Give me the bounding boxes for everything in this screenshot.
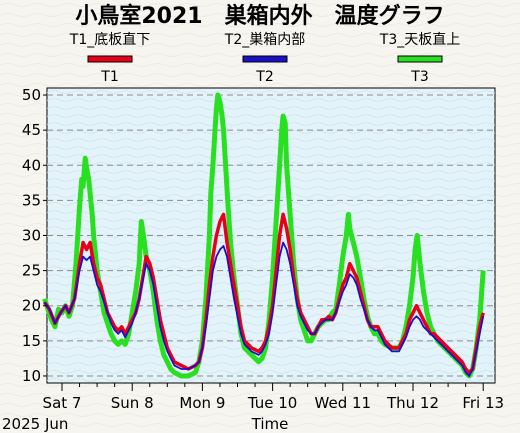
x-axis-title: Time <box>251 415 289 433</box>
y-tick-label: 40 <box>22 156 41 174</box>
y-tick-label: 20 <box>22 297 41 315</box>
legend-series-name: T2_巣箱内部 <box>224 32 305 48</box>
legend-swatch <box>242 55 288 63</box>
axes: 10 15 20 25 30 35 40 45 50 Sat 7 Sun 8 Mon 9 Tue 10 W… <box>22 86 504 412</box>
y-tick-label: 10 <box>22 367 41 385</box>
x-tick-label: Mon 9 <box>179 394 225 412</box>
x-tick-label: Tue 10 <box>247 394 297 412</box>
chart-title: 小鳥室2021 巣箱内外 温度グラフ <box>75 3 444 29</box>
legend-swatch <box>87 55 133 63</box>
y-tick-label: 50 <box>22 86 41 104</box>
y-tick-label: 15 <box>22 332 41 350</box>
legend-swatch <box>397 55 443 63</box>
series-group <box>42 92 486 379</box>
legend-series-name: T1_底板直下 <box>69 31 150 48</box>
y-tick-label: 45 <box>22 121 41 139</box>
series-line-T2 <box>43 241 485 377</box>
x-tick-label: Thu 12 <box>386 394 439 412</box>
x-axis-sublabel: 2025 Jun <box>2 415 68 433</box>
x-tick-label: Wed 11 <box>315 394 372 412</box>
legend-series-key: T1 <box>100 69 118 85</box>
y-tick-label: 25 <box>22 262 41 280</box>
legend: T1_底板直下 T1 T2_巣箱内部 T2 T3_天板直上 T3 <box>69 31 460 85</box>
y-tick-label: 30 <box>22 227 41 245</box>
x-tick-label: Sat 7 <box>43 394 82 412</box>
x-tick-label: Fri 13 <box>462 394 504 412</box>
x-tick-label: Sun 8 <box>111 394 154 412</box>
legend-series-name: T3_天板直上 <box>379 31 460 48</box>
y-tick-label: 35 <box>22 191 41 209</box>
series-line-T1 <box>43 212 485 375</box>
legend-series-key: T2 <box>255 69 273 85</box>
legend-series-key: T3 <box>410 69 428 85</box>
